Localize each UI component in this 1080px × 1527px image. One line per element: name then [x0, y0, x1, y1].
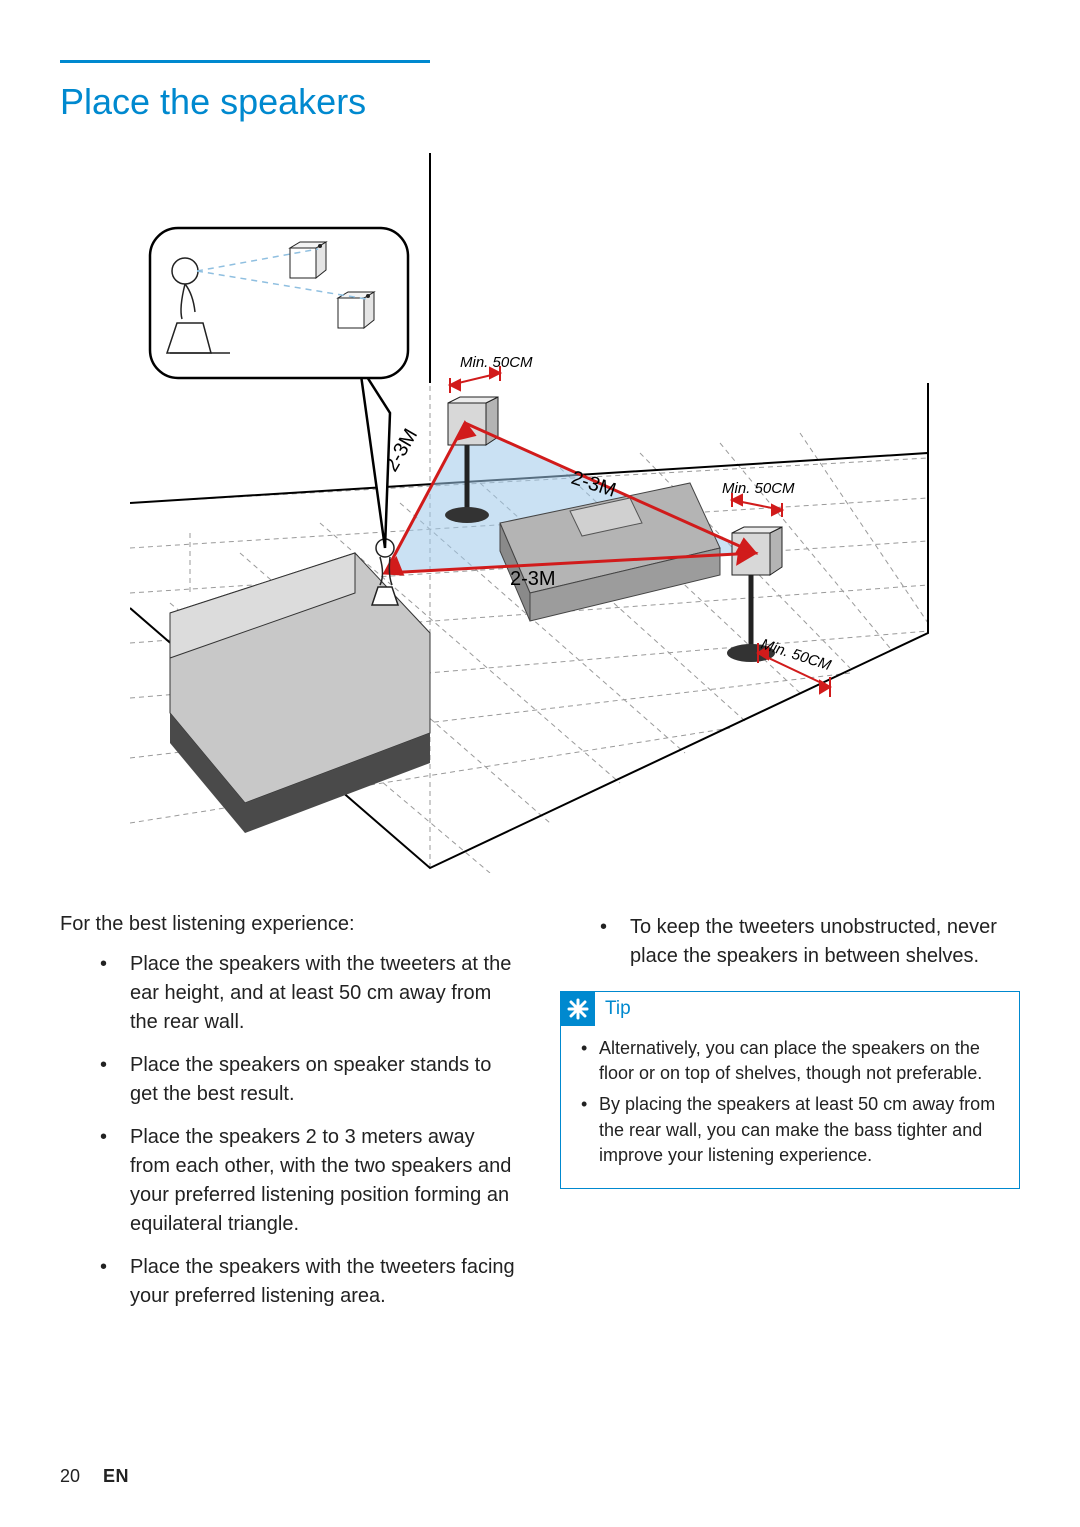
lead-text: For the best listening experience:	[60, 913, 520, 936]
left-bullet-list: Place the speakers with the tweeters at …	[60, 950, 520, 1311]
tip-box: Tip Alternatively, you can place the spe…	[560, 991, 1020, 1189]
page-number: 20	[60, 1466, 80, 1486]
tip-label: Tip	[605, 994, 631, 1024]
label-min50-top: Min. 50CM	[460, 354, 533, 371]
tip-header: Tip	[561, 992, 1019, 1026]
page-heading: Place the speakers	[60, 81, 1020, 123]
right-column: To keep the tweeters unobstructed, never…	[560, 913, 1020, 1325]
right-bullet-list: To keep the tweeters unobstructed, never…	[560, 913, 1020, 971]
tip-item: Alternatively, you can place the speaker…	[581, 1036, 1005, 1086]
heading-rule	[60, 60, 430, 63]
label-min50-right: Min. 50CM	[722, 480, 795, 497]
speaker-placement-diagram: Min. 50CM Min. 50CM Min. 50CM 2-3M 2-3M …	[130, 153, 950, 873]
asterisk-icon	[561, 992, 595, 1026]
page-footer: 20 EN	[60, 1466, 129, 1487]
label-min50-bottom: Min. 50CM	[759, 636, 834, 675]
tip-body: Alternatively, you can place the speaker…	[561, 1026, 1019, 1188]
list-item: Place the speakers 2 to 3 meters away fr…	[100, 1123, 520, 1239]
list-item: Place the speakers on speaker stands to …	[100, 1051, 520, 1109]
list-item: To keep the tweeters unobstructed, never…	[600, 913, 1020, 971]
tip-item: By placing the speakers at least 50 cm a…	[581, 1092, 1005, 1168]
label-23m-bottom: 2-3M	[510, 568, 556, 590]
list-item: Place the speakers with the tweeters at …	[100, 950, 520, 1037]
list-item: Place the speakers with the tweeters fac…	[100, 1253, 520, 1311]
page-lang: EN	[103, 1466, 129, 1486]
left-column: For the best listening experience: Place…	[60, 913, 520, 1325]
